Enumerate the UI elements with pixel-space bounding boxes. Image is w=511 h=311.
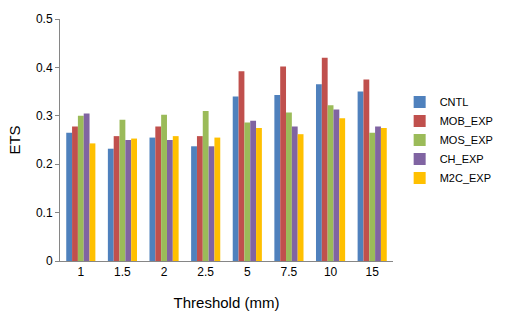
svg-text:MOS_EXP: MOS_EXP xyxy=(440,134,493,146)
svg-text:0.3: 0.3 xyxy=(36,109,53,123)
svg-text:1: 1 xyxy=(77,265,84,279)
svg-text:0.2: 0.2 xyxy=(36,157,53,171)
svg-text:5: 5 xyxy=(244,265,251,279)
svg-text:15: 15 xyxy=(366,265,380,279)
svg-text:CH_EXP: CH_EXP xyxy=(440,153,484,165)
svg-text:0.4: 0.4 xyxy=(36,61,53,75)
svg-text:ETS: ETS xyxy=(6,125,23,154)
svg-text:0.5: 0.5 xyxy=(36,12,53,26)
svg-text:MOB_EXP: MOB_EXP xyxy=(440,115,493,127)
svg-text:7.5: 7.5 xyxy=(281,265,298,279)
svg-text:Threshold (mm): Threshold (mm) xyxy=(174,294,280,311)
svg-text:10: 10 xyxy=(324,265,338,279)
svg-text:1.5: 1.5 xyxy=(114,265,131,279)
svg-text:CNTL: CNTL xyxy=(440,96,469,108)
svg-text:M2C_EXP: M2C_EXP xyxy=(440,172,491,184)
svg-text:2: 2 xyxy=(161,265,168,279)
svg-text:2.5: 2.5 xyxy=(197,265,214,279)
svg-text:0.1: 0.1 xyxy=(36,206,53,220)
svg-text:0: 0 xyxy=(46,254,53,268)
